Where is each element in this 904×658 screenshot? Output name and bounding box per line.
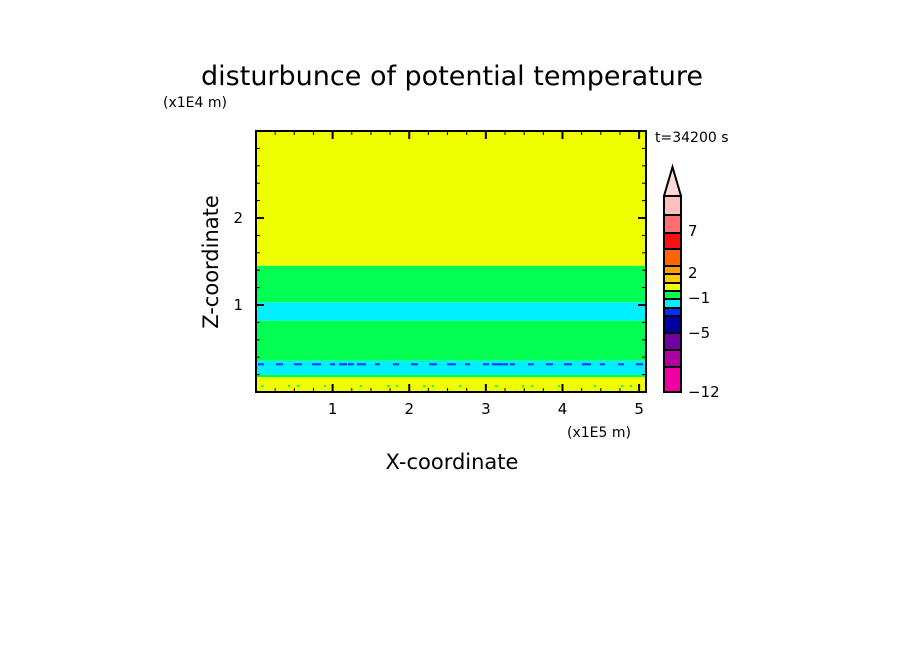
contour-speckle	[324, 385, 326, 388]
colorbar-box	[663, 332, 682, 351]
contour-speckle	[339, 363, 347, 366]
contour-band	[256, 265, 646, 303]
colorbar-box	[663, 282, 682, 292]
contour-speckle	[330, 363, 335, 366]
colorbar-label: −12	[688, 383, 720, 401]
colorbar-box	[663, 366, 682, 393]
contour-speckle	[375, 363, 380, 366]
colorbar-extend-triangle	[662, 163, 683, 197]
contour-speckle	[594, 385, 596, 388]
contour-speckle	[582, 363, 591, 366]
colorbar-box	[663, 307, 682, 317]
contour-speckle	[531, 385, 533, 388]
x-unit-label: (x1E5 m)	[567, 425, 631, 441]
contour-speckle	[459, 385, 461, 388]
contour-speckle	[432, 385, 434, 388]
contour-band	[256, 374, 646, 378]
contour-speckle	[636, 363, 643, 366]
colorbar-box	[663, 298, 682, 309]
contour-speckle	[294, 363, 302, 366]
colorbar-box	[663, 248, 682, 267]
contour-speckle	[465, 363, 470, 366]
colorbar-box	[663, 315, 682, 334]
colorbar-box	[663, 273, 682, 284]
contour-speckle	[396, 385, 398, 388]
contour-speckle	[297, 385, 299, 388]
colorbar-box	[663, 290, 682, 300]
contour-speckle	[546, 363, 553, 366]
y-tick-label: 2	[233, 209, 243, 227]
y-axis-label: Z-coordinate	[199, 195, 223, 329]
contour-speckle	[483, 363, 489, 366]
contour-speckle	[495, 385, 497, 388]
contour-speckle	[258, 363, 264, 366]
contour-speckle	[393, 363, 399, 366]
contour-speckle	[492, 363, 501, 366]
chart-title: disturbunce of potential temperature	[201, 61, 703, 92]
time-label: t=34200 s	[655, 130, 729, 146]
contour-band	[256, 131, 646, 266]
contour-speckle	[510, 363, 515, 366]
y-unit-label: (x1E4 m)	[163, 95, 227, 111]
colorbar-label: 7	[688, 222, 698, 240]
x-tick-label: 2	[404, 400, 414, 418]
x-tick-label: 4	[558, 400, 568, 418]
colorbar-label: −5	[688, 324, 710, 342]
contour-speckle	[558, 385, 560, 388]
contour-speckle	[357, 363, 366, 366]
contour-speckle	[348, 363, 354, 366]
contour-speckle	[621, 385, 623, 388]
colorbar-box	[663, 232, 682, 250]
contour-speckle	[501, 363, 508, 366]
contour-speckle	[600, 363, 605, 366]
contour-speckle	[261, 385, 263, 388]
contour-speckle	[312, 363, 321, 366]
colorbar-box	[663, 214, 682, 234]
contour-speckle	[276, 363, 283, 366]
contour-speckle	[288, 385, 290, 388]
contour-band	[256, 302, 646, 321]
contour-band	[256, 360, 646, 375]
colorbar-label: −1	[688, 289, 710, 307]
x-axis-label: X-coordinate	[386, 450, 519, 474]
colorbar-box	[663, 349, 682, 368]
x-tick-label: 3	[481, 400, 491, 418]
x-tick-label: 5	[634, 400, 644, 418]
colorbar-box	[663, 265, 682, 275]
contour-speckle	[564, 363, 572, 366]
colorbar-label: 2	[688, 264, 698, 282]
x-tick-label: 1	[328, 400, 338, 418]
contour-speckle	[447, 363, 456, 366]
plot-frame	[255, 130, 647, 393]
contour-band	[256, 377, 646, 392]
contour-speckle	[618, 363, 624, 366]
contour-speckle	[411, 363, 418, 366]
y-tick-label: 1	[233, 296, 243, 314]
contour-speckle	[630, 385, 632, 388]
contour-speckle	[522, 385, 524, 388]
contour-speckle	[387, 385, 389, 388]
contour-speckle	[360, 385, 362, 388]
contour-speckle	[423, 385, 425, 388]
contour-speckle	[429, 363, 437, 366]
contour-speckle	[528, 363, 534, 366]
colorbar-box	[663, 195, 682, 216]
contour-band	[256, 320, 646, 361]
